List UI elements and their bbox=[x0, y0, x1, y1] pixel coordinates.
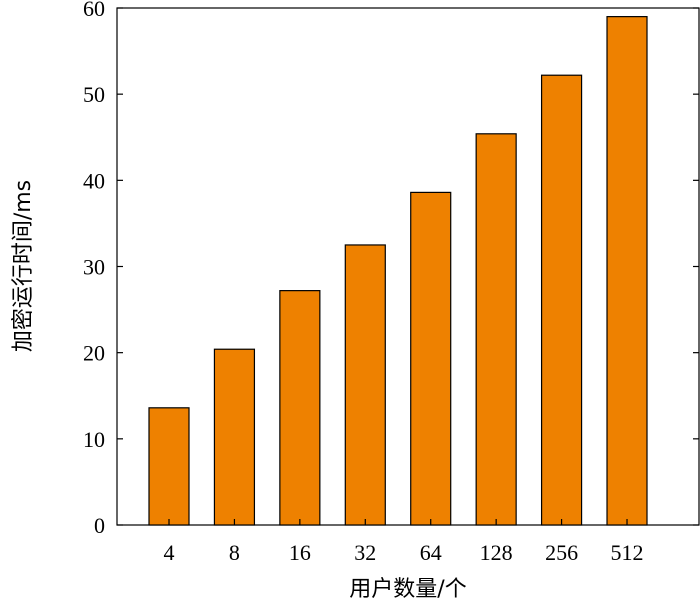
y-tick-label: 20 bbox=[83, 341, 105, 366]
bar-series bbox=[148, 16, 648, 526]
x-tick-label: 32 bbox=[354, 540, 376, 565]
y-tick-label: 10 bbox=[83, 427, 105, 452]
x-tick-label: 8 bbox=[229, 540, 240, 565]
bar-32 bbox=[344, 244, 386, 526]
bar-256 bbox=[540, 74, 583, 526]
bar-8 bbox=[213, 348, 256, 526]
y-tick-label: 30 bbox=[83, 255, 105, 280]
y-tick-label: 50 bbox=[83, 82, 105, 107]
x-tick-label: 4 bbox=[164, 540, 175, 565]
bar-512 bbox=[606, 16, 648, 526]
x-axis-ticks: 4 8 16 32 64 128 256 512 bbox=[164, 519, 644, 565]
y-axis-title: 加密运行时间/ms bbox=[11, 180, 36, 352]
x-tick-label: 512 bbox=[611, 540, 644, 565]
bar-16 bbox=[279, 290, 321, 526]
y-tick-label: 60 bbox=[83, 0, 105, 21]
y-tick-label: 0 bbox=[94, 513, 105, 538]
x-tick-label: 256 bbox=[545, 540, 578, 565]
x-tick-label: 64 bbox=[420, 540, 442, 565]
y-tick-label: 40 bbox=[83, 168, 105, 193]
x-tick-label: 128 bbox=[480, 540, 513, 565]
x-tick-label: 16 bbox=[289, 540, 311, 565]
y-axis-ticks: 0 10 20 30 40 50 60 bbox=[83, 0, 699, 538]
bar-64 bbox=[410, 191, 452, 526]
bar-4 bbox=[148, 407, 190, 526]
x-axis-title: 用户数量/个 bbox=[349, 577, 466, 602]
bar-128 bbox=[475, 133, 517, 526]
